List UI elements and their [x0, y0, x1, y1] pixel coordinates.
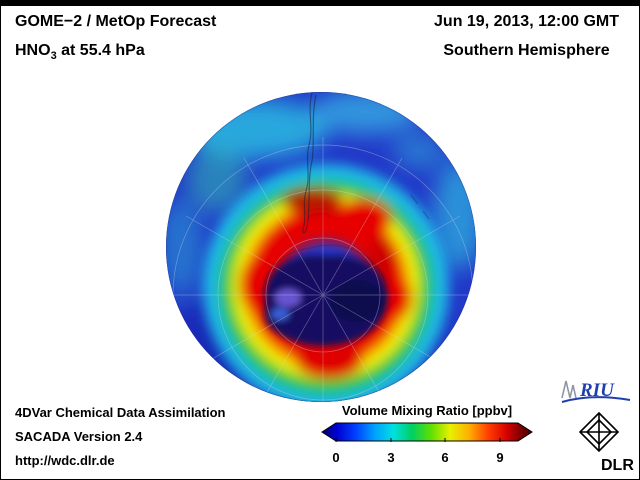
footer-credits: 4DVar Chemical Data Assimilation SACADA …	[15, 401, 226, 473]
datetime-label: Jun 19, 2013, 12:00 GMT	[434, 13, 619, 30]
colorbar-tick-label: 0	[332, 450, 340, 465]
vortex-core	[265, 255, 389, 346]
island-coastline	[410, 194, 430, 220]
colorbar-label: Volume Mixing Ratio [ppbv]	[341, 403, 513, 418]
colorbar-tick-label: 3	[387, 450, 395, 465]
hemisphere-label: Southern Hemisphere	[443, 42, 610, 59]
dlr-logo-text: DLR	[601, 457, 634, 474]
dlr-star-icon	[578, 411, 620, 453]
coastlines	[262, 92, 430, 345]
dlr-logo: DLR	[578, 411, 634, 474]
page-title: GOME−2 / MetOp Forecast	[15, 13, 217, 30]
top-border	[1, 1, 639, 6]
wdc-url-link[interactable]: http://wdc.dlr.de	[15, 453, 115, 468]
cathedral-icon	[561, 380, 577, 399]
colorbar-ticks	[335, 438, 501, 442]
version-label: SACADA Version 2.4	[15, 429, 143, 444]
subtitle-formula: HNO3 at 55.4 hPa	[15, 42, 145, 63]
globe-map	[166, 92, 476, 402]
south-america-coastline	[302, 92, 317, 234]
colorbar-tick-labels: 0 3 6 9	[321, 449, 533, 467]
header-left: GOME−2 / MetOp Forecast HNO3 at 55.4 hPa	[15, 13, 216, 73]
colorbar	[321, 422, 533, 442]
hno3-collar-ring	[203, 164, 449, 402]
header-right: Jun 19, 2013, 12:00 GMT Southern Hemisph…	[434, 13, 619, 71]
assimilation-label: 4DVar Chemical Data Assimilation	[15, 405, 226, 420]
riu-swoosh	[561, 396, 631, 403]
antarctica-coastline	[262, 244, 387, 345]
colorbar-section: Volume Mixing Ratio [ppbv]	[321, 403, 533, 467]
riu-logo: RIU	[561, 380, 631, 403]
colorbar-tick-label: 9	[496, 450, 504, 465]
colorbar-tick-label: 6	[441, 450, 449, 465]
riu-logo-text: RIU	[579, 380, 615, 401]
